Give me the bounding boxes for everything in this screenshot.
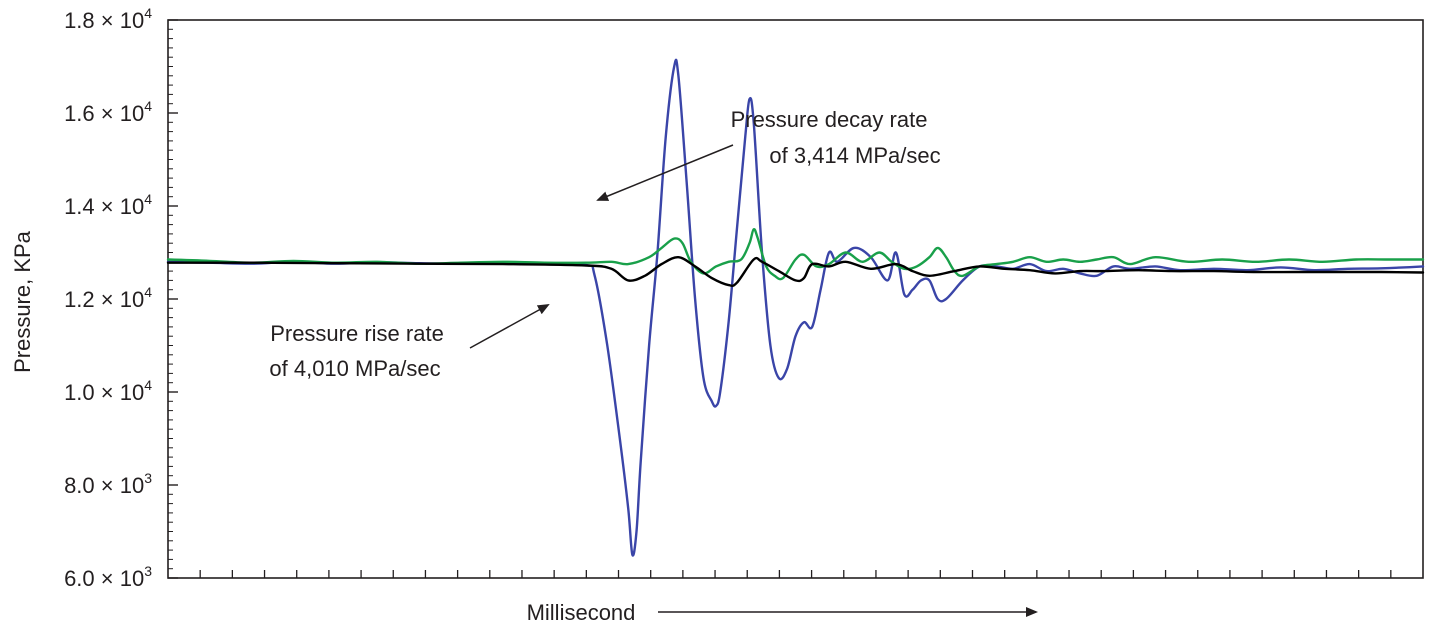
- y-tick-label: 8.0 × 103: [64, 470, 152, 498]
- annotation-rise-line1: Pressure rise rate: [270, 321, 444, 346]
- annotation-rise-line2: of 4,010 MPa/sec: [269, 356, 440, 381]
- plot-frame: [167, 19, 1424, 579]
- y-axis-ticks: 6.0 × 103 8.0 × 103 1.0 × 104 1.2 × 104 1.4 …: [64, 5, 178, 591]
- annotation-decay-line1: Pressure decay rate: [731, 107, 928, 132]
- series-line-blue: [166, 58, 1425, 557]
- series-line-black: [166, 255, 1425, 287]
- x-axis-title: Millisecond: [527, 600, 636, 625]
- annotation-rise-arrow: [469, 304, 550, 349]
- y-tick-label: 1.6 × 104: [64, 98, 152, 126]
- annotation-decay-line2: of 3,414 MPa/sec: [769, 143, 940, 168]
- y-tick-label: 1.8 × 104: [64, 5, 152, 33]
- y-axis-title: Pressure, KPa: [10, 230, 35, 373]
- y-tick-label: 1.4 × 104: [64, 191, 152, 219]
- y-tick-label: 1.0 × 104: [64, 377, 152, 405]
- series-line-green: [166, 228, 1425, 281]
- y-tick-label: 6.0 × 103: [64, 563, 152, 591]
- annotation-decay-arrow: [596, 144, 734, 201]
- y-tick-label: 1.2 × 104: [64, 284, 152, 312]
- series-group: [166, 58, 1425, 557]
- x-axis-ticks: [199, 570, 1392, 578]
